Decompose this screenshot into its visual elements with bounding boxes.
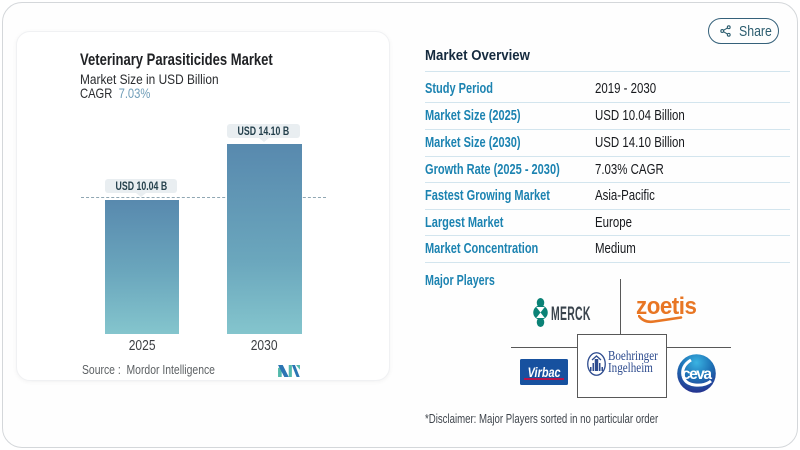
svg-text:ceva: ceva: [682, 366, 712, 383]
